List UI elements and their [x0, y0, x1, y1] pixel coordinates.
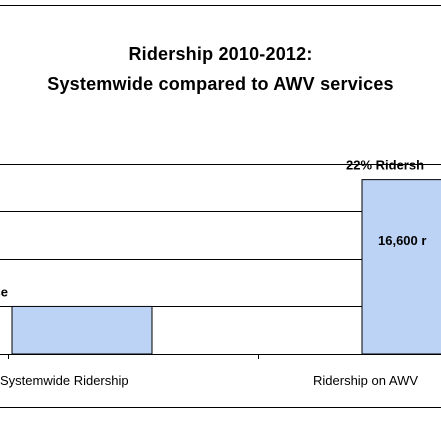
- chart-subtitle: Systemwide compared to AWV services: [47, 74, 394, 94]
- data-label: % Ridership Increase: [0, 284, 8, 299]
- chart-title: Ridership 2010-2012:: [128, 44, 313, 64]
- bar-inner-label: 16,600 r: [378, 233, 426, 248]
- bar: [11, 305, 153, 355]
- top-divider: [0, 5, 441, 6]
- bar: [361, 179, 441, 355]
- category-label: Ridership on AWV: [313, 373, 418, 388]
- data-label: 22% Ridersh: [346, 158, 424, 173]
- category-label: Systemwide Ridership: [0, 373, 129, 388]
- bottom-divider: [0, 407, 441, 408]
